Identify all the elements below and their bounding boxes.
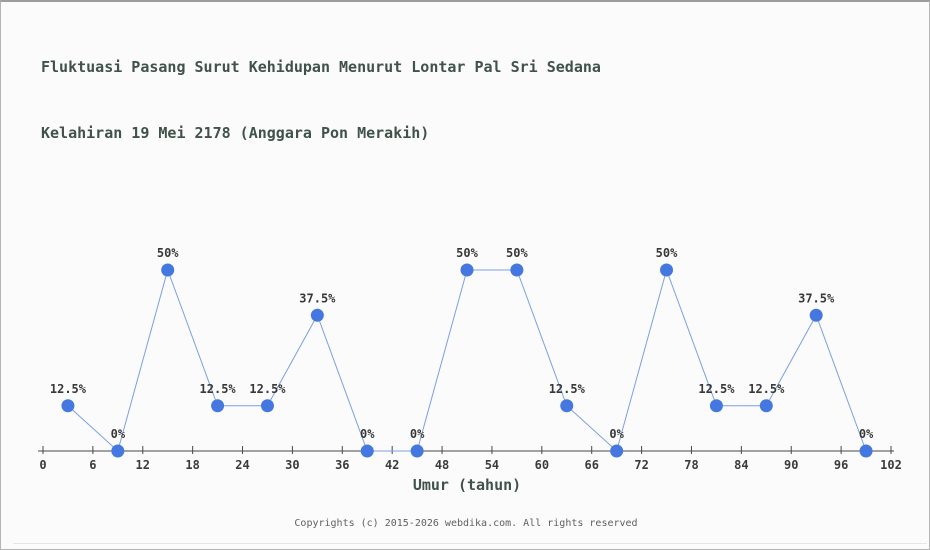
data-point bbox=[809, 308, 823, 322]
data-point-label: 12.5% bbox=[249, 382, 286, 396]
data-point bbox=[161, 263, 175, 277]
data-point-label: 0% bbox=[111, 427, 126, 441]
data-point-label: 50% bbox=[456, 246, 478, 260]
data-point bbox=[61, 399, 75, 413]
x-tick-label: 30 bbox=[285, 458, 299, 472]
copyright-text: Copyrights (c) 2015-2026 webdika.com. Al… bbox=[294, 518, 638, 529]
data-point bbox=[610, 444, 624, 458]
data-point-label: 37.5% bbox=[299, 291, 336, 305]
data-point bbox=[510, 263, 524, 277]
data-point bbox=[460, 263, 474, 277]
data-point-label: 12.5% bbox=[200, 382, 237, 396]
data-point bbox=[260, 399, 274, 413]
x-tick-label: 18 bbox=[185, 458, 199, 472]
data-point bbox=[660, 263, 674, 277]
frame-inner-edge bbox=[13, 543, 927, 544]
x-tick-label: 78 bbox=[684, 458, 698, 472]
data-point bbox=[360, 444, 374, 458]
x-tick-label: 102 bbox=[880, 458, 902, 472]
x-tick-label: 90 bbox=[784, 458, 798, 472]
data-point bbox=[709, 399, 723, 413]
data-point-label: 12.5% bbox=[698, 382, 735, 396]
data-point bbox=[310, 308, 324, 322]
x-tick-label: 12 bbox=[136, 458, 150, 472]
data-point-label: 0% bbox=[859, 427, 874, 441]
data-point-label: 12.5% bbox=[748, 382, 785, 396]
x-tick-label: 60 bbox=[535, 458, 549, 472]
x-axis-label: Umur (tahun) bbox=[412, 476, 522, 494]
data-point-label: 12.5% bbox=[50, 382, 87, 396]
x-tick-label: 0 bbox=[39, 458, 46, 472]
x-tick-label: 72 bbox=[634, 458, 648, 472]
data-point bbox=[759, 399, 773, 413]
x-tick-label: 66 bbox=[584, 458, 598, 472]
chart-title-line2: Kelahiran 19 Mei 2178 (Anggara Pon Merak… bbox=[41, 124, 430, 142]
data-point-label: 0% bbox=[410, 427, 425, 441]
data-point bbox=[560, 399, 574, 413]
chart-title: Fluktuasi Pasang Surut Kehidupan Menurut… bbox=[41, 12, 601, 188]
trend-line bbox=[67, 268, 867, 452]
x-tick-label: 24 bbox=[235, 458, 249, 472]
data-point-label: 0% bbox=[609, 427, 624, 441]
data-point-label: 12.5% bbox=[549, 382, 586, 396]
x-tick-label: 48 bbox=[435, 458, 449, 472]
x-tick-label: 36 bbox=[335, 458, 349, 472]
data-point bbox=[111, 444, 125, 458]
x-tick-label: 84 bbox=[734, 458, 748, 472]
x-tick-label: 54 bbox=[485, 458, 499, 472]
data-point-label: 37.5% bbox=[798, 291, 835, 305]
chart-title-line1: Fluktuasi Pasang Surut Kehidupan Menurut… bbox=[41, 58, 601, 76]
data-point-label: 50% bbox=[506, 246, 528, 260]
data-point-label: 0% bbox=[360, 427, 375, 441]
x-tick-label: 96 bbox=[834, 458, 848, 472]
data-point-label: 50% bbox=[656, 246, 678, 260]
x-tick-label: 42 bbox=[385, 458, 399, 472]
data-point bbox=[211, 399, 225, 413]
data-point-label: 50% bbox=[157, 246, 179, 260]
data-point bbox=[410, 444, 424, 458]
data-point bbox=[859, 444, 873, 458]
x-tick-label: 6 bbox=[89, 458, 96, 472]
